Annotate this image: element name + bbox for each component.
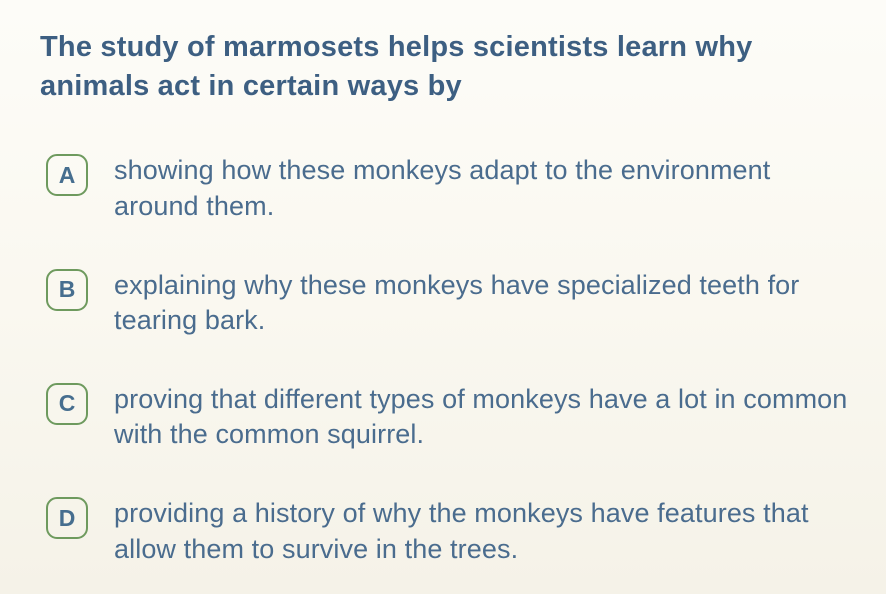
answer-choices: A showing how these monkeys adapt to the… — [40, 152, 850, 567]
choice-badge-d: D — [46, 497, 88, 539]
choice-letter: D — [59, 505, 76, 532]
choice-text-b: explaining why these monkeys have specia… — [114, 267, 850, 339]
choice-badge-a: A — [46, 154, 88, 196]
choice-d[interactable]: D providing a history of why the monkeys… — [46, 495, 850, 567]
question-stem: The study of marmosets helps scientists … — [40, 28, 850, 106]
choice-text-d: providing a history of why the monkeys h… — [114, 495, 850, 567]
choice-letter: C — [59, 390, 76, 417]
choice-badge-b: B — [46, 269, 88, 311]
choice-c[interactable]: C proving that different types of monkey… — [46, 381, 850, 453]
choice-text-a: showing how these monkeys adapt to the e… — [114, 152, 850, 224]
choice-a[interactable]: A showing how these monkeys adapt to the… — [46, 152, 850, 224]
choice-letter: A — [59, 162, 76, 189]
choice-text-c: proving that different types of monkeys … — [114, 381, 850, 453]
choice-badge-c: C — [46, 383, 88, 425]
choice-letter: B — [59, 276, 76, 303]
choice-b[interactable]: B explaining why these monkeys have spec… — [46, 267, 850, 339]
